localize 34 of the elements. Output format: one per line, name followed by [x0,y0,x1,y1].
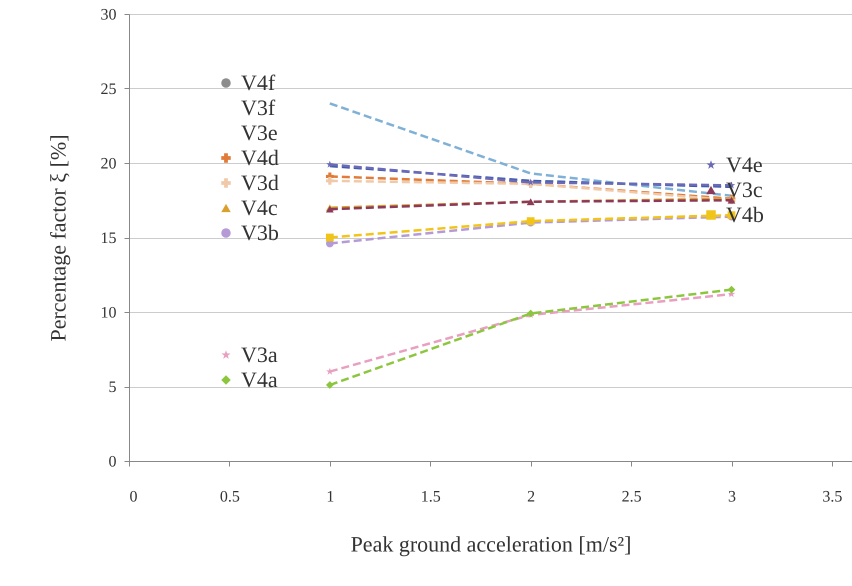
y-tick-label: 30 [100,6,116,24]
y-axis-title: Percentage factor ξ [%] [46,134,70,342]
x-tick-label: 1.5 [420,488,441,506]
x-tick-label: 1 [326,488,334,506]
legend-label: V4d [241,145,279,170]
legend-label: V3d [241,170,279,195]
y-tick-label: 20 [100,156,116,172]
legend-label: V4e [726,152,763,177]
y-tick-label: 0 [108,454,116,470]
legend-label: V4c [241,195,278,220]
x-tick-label: 2 [527,488,536,506]
point [728,286,736,294]
legend-label: V4a [241,367,278,392]
point [326,234,334,242]
point [326,177,334,185]
x-tick-label: 0.5 [220,488,240,506]
x-tick-label: 3.5 [822,488,842,506]
y-tick-label: 15 [100,230,116,247]
legend-label: V3a [241,342,278,367]
x-tick-label: 0 [130,488,138,506]
y-tick-label: 25 [100,81,116,98]
point [326,160,334,168]
x-axis-title: Peak ground acceleration [m/s²] [350,532,632,556]
y-tick-label: 5 [108,379,116,396]
legend-label: V3b [241,220,279,245]
y-tick-label: 10 [100,304,116,322]
x-tick-label: 2.5 [622,488,642,506]
legend-label: V4b [726,202,764,227]
legend-label: V3c [726,177,763,202]
text: V3f [241,95,276,120]
x-tick-label: 3 [728,488,736,506]
legend-label: V4f [241,70,276,95]
point [326,381,334,389]
text: V3e [241,120,278,145]
